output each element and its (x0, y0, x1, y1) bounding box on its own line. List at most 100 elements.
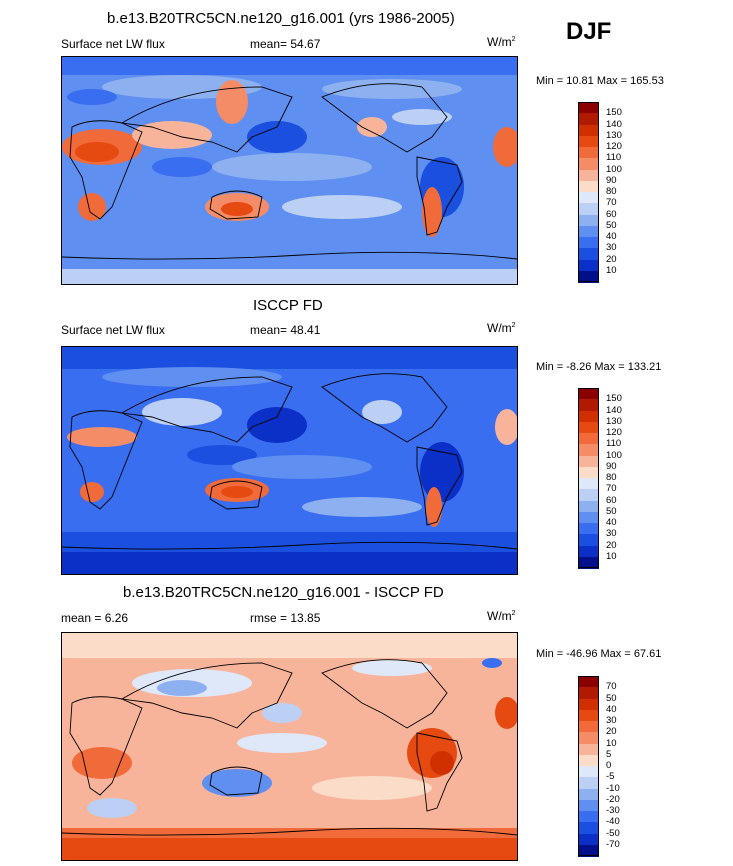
panel3-colorbar-tick-label: 50 (606, 692, 617, 704)
panel2-units: W/m2 (487, 321, 516, 335)
panel2-colorbar-tick-label: 120 (606, 427, 622, 438)
panel2-colorbar-tick-label: 90 (606, 460, 617, 472)
panel2-colorbar-swatch (578, 399, 599, 411)
panel1-colorbar-frame (578, 102, 599, 282)
panel1-colorbar-swatch (578, 259, 599, 272)
panel1-colorbar-tick-label: 50 (606, 219, 617, 231)
panel2-colorbar-tick-label: 10 (606, 550, 617, 562)
panel2-colorbar-tick-label: 140 (606, 404, 622, 416)
panel3-colorbar-swatch (578, 743, 599, 756)
panel2-title: ISCCP FD (253, 297, 323, 314)
panel3-colorbar-swatch (578, 676, 599, 688)
panel3-colorbar-swatch (578, 799, 599, 812)
panel1-colorbar-tick-label: 100 (606, 163, 622, 175)
panel2-colorbar-tick-label: 40 (606, 517, 617, 528)
panel3-colorbar-tick-label: -20 (606, 793, 620, 805)
panel3-colorbar-swatch (578, 754, 599, 767)
panel3-title: b.e13.B20TRC5CN.ne120_g16.001 - ISCCP FD (123, 584, 444, 601)
panel1-colorbar-swatch (578, 225, 599, 238)
panel2-colorbar-swatch (578, 444, 599, 456)
panel3-colorbar-swatch (578, 766, 599, 778)
panel3-colorbar-tick-label: -5 (606, 771, 615, 783)
panel2-colorbar-tick-label: 100 (606, 449, 622, 461)
panel1-colorbar-swatch (578, 102, 599, 114)
panel3-colorbar-tick-label: -10 (606, 782, 620, 794)
panel2-colorbar-frame (578, 388, 599, 568)
panel1-colorbar-swatch (578, 169, 599, 182)
panel2-colorbar-swatch (578, 500, 599, 513)
panel2-colorbar-tick-label: 50 (606, 505, 617, 517)
panel1-map (61, 56, 518, 285)
panel3-colorbar-tick-label: 70 (606, 681, 617, 693)
panel3-colorbar-swatch (578, 822, 599, 834)
panel1-colorbar-tick-label: 80 (606, 186, 617, 197)
panel3-colorbar-tick-label: -50 (606, 827, 620, 839)
panel3-colorbar-tick-label: -30 (606, 805, 620, 816)
panel1-colorbar-swatch (578, 180, 599, 193)
panel1-colorbar-tick-label: 110 (606, 152, 622, 164)
panel2-colorbar-tick-label: 130 (606, 415, 622, 427)
panel1-colorbar-swatch (578, 158, 599, 170)
panel3-colorbar-swatch (578, 811, 599, 823)
panel2-colorbar-swatch (578, 466, 599, 479)
panel2-colorbar-swatch (578, 433, 599, 445)
panel2-colorbar-tick-label: 60 (606, 494, 617, 506)
panel1-map-svg (62, 57, 517, 284)
panel1-colorbar-tick-label: 20 (606, 253, 617, 265)
panel1-colorbar-tick-label: 70 (606, 197, 617, 209)
panel1-colorbar-tick-label: 90 (606, 174, 617, 186)
panel3-colorbar-swatch (578, 844, 599, 857)
panel1-colorbar-swatch (578, 203, 599, 215)
panel3-colorbar-swatch (578, 687, 599, 699)
panel3-colorbar-swatch (578, 709, 599, 722)
panel3-colorbar-tick-label: 20 (606, 726, 617, 738)
panel3-rmse: rmse = 13.85 (250, 611, 321, 625)
panel2-colorbar-tick-label: 30 (606, 528, 617, 540)
panel3-colorbar-tick-label: 30 (606, 715, 617, 726)
panel2-colorbar-swatch (578, 556, 599, 569)
panel2-map (61, 346, 518, 575)
panel2-colorbar: 150 140 130 120 110 100 90 80 70 60 50 40 30 20 10 (578, 388, 658, 569)
panel1-minmax: Min = 10.81 Max = 165.53 (536, 75, 664, 87)
panel2-colorbar-tick-label: 70 (606, 483, 617, 495)
panel2-colorbar-tick-label: 20 (606, 539, 617, 551)
panel1-colorbar-tick-label: 130 (606, 129, 622, 141)
panel3-colorbar-tick-label: -70 (606, 838, 620, 850)
panel3-colorbar-swatch (578, 698, 599, 711)
panel2-colorbar-tick-label: 150 (606, 393, 622, 405)
panel1-colorbar-tick-label: 150 (606, 107, 622, 119)
panel1-colorbar-tick-label: 120 (606, 141, 622, 152)
panel1-colorbar-tick-label: 40 (606, 231, 617, 242)
panel2-map-svg (62, 347, 517, 574)
panel1-colorbar-tick-label: 60 (606, 208, 617, 220)
panel2-colorbar-swatch (578, 410, 599, 423)
panel2-colorbar-swatch (578, 545, 599, 558)
panel3-colorbar-swatch (578, 777, 599, 789)
panel1-colorbar-tick-label: 140 (606, 118, 622, 130)
panel2-colorbar-swatch (578, 478, 599, 490)
panel1-colorbar-swatch (578, 214, 599, 227)
panel3-colorbar-swatch (578, 732, 599, 744)
panel1-units: W/m2 (487, 35, 516, 49)
panel1-colorbar-swatch (578, 248, 599, 260)
panel3-mean: mean = 6.26 (61, 611, 129, 625)
panel2-colorbar-tick-label: 80 (606, 472, 617, 483)
panel3-colorbar-frame (578, 676, 599, 856)
panel1-mean: mean= 54.67 (250, 37, 321, 51)
panel1-field-label: Surface net LW flux (61, 37, 165, 51)
panel3-units: W/m2 (487, 609, 516, 623)
panel2-colorbar-swatch (578, 511, 599, 524)
panel3-colorbar-swatch (578, 788, 599, 801)
panel1-colorbar-swatch (578, 192, 599, 204)
panel3-colorbar-swatch (578, 721, 599, 733)
panel2-field-label: Surface net LW flux (61, 323, 165, 337)
panel1-colorbar-swatch (578, 113, 599, 125)
panel2-minmax: Min = -8.26 Max = 133.21 (536, 361, 662, 373)
panel1-colorbar-tick-label: 10 (606, 264, 617, 276)
panel1-colorbar-swatch (578, 135, 599, 148)
panel2-colorbar-swatch (578, 455, 599, 468)
panel2-colorbar-swatch (578, 388, 599, 400)
panel3-colorbar-tick-label: -40 (606, 816, 620, 828)
panel2-colorbar-swatch (578, 421, 599, 434)
panel1-colorbar-swatch (578, 237, 599, 249)
